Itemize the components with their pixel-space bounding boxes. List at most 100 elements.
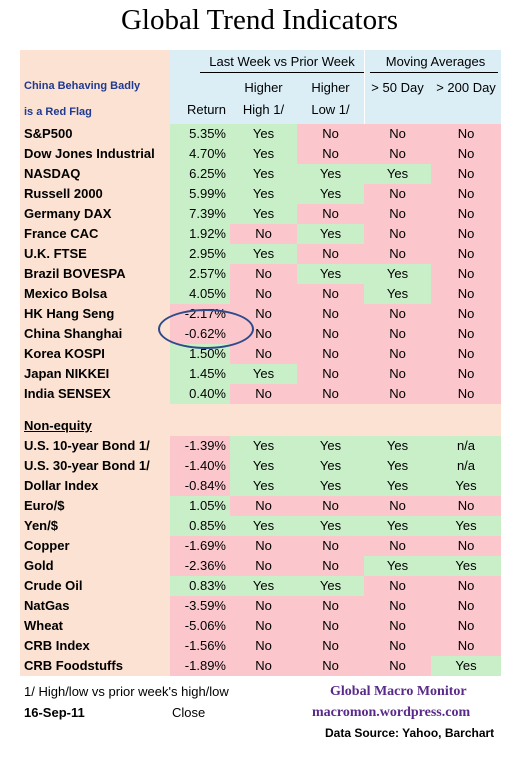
higher-low-cell: No — [297, 596, 364, 616]
table-row: HK Hang Seng -2.17% No No No No — [20, 304, 501, 324]
return-cell: 0.40% — [170, 384, 230, 404]
return-cell: 7.39% — [170, 204, 230, 224]
higher-high-cell: Yes — [230, 164, 297, 184]
above-200day-cell: No — [431, 324, 501, 344]
site-label[interactable]: macromon.wordpress.com — [312, 705, 471, 720]
higher-low-cell: Yes — [297, 456, 364, 476]
higher-high-cell: Yes — [230, 436, 297, 456]
table-row: France CAC 1.92% No Yes No No — [20, 224, 501, 244]
return-cell: 4.70% — [170, 144, 230, 164]
higher-low-cell: Yes — [297, 164, 364, 184]
row-name: Crude Oil — [20, 576, 170, 596]
col-high-header-2: High 1/ — [242, 102, 285, 117]
above-200day-cell: No — [431, 344, 501, 364]
above-50day-cell: No — [364, 344, 431, 364]
return-cell: -1.56% — [170, 636, 230, 656]
higher-high-cell: Yes — [230, 364, 297, 384]
higher-low-cell: No — [297, 536, 364, 556]
row-name: HK Hang Seng — [20, 304, 170, 324]
note-line-2: is a Red Flag — [24, 106, 92, 118]
above-200day-cell: No — [431, 264, 501, 284]
higher-high-cell: No — [230, 496, 297, 516]
above-200day-cell: No — [431, 224, 501, 244]
above-50day-cell: Yes — [364, 436, 431, 456]
table-header: China Behaving Badly is a Red Flag Last … — [20, 50, 501, 124]
higher-low-cell: No — [297, 556, 364, 576]
row-name: Yen/$ — [20, 516, 170, 536]
return-cell: 1.92% — [170, 224, 230, 244]
higher-high-cell: Yes — [230, 576, 297, 596]
table-row: China Shanghai -0.62% No No No No — [20, 324, 501, 344]
return-cell: -2.36% — [170, 556, 230, 576]
row-name: Gold — [20, 556, 170, 576]
table-row: U.K. FTSE 2.95% Yes No No No — [20, 244, 501, 264]
group-last-week-underline — [200, 72, 364, 73]
higher-high-cell: No — [230, 344, 297, 364]
higher-high-cell: No — [230, 384, 297, 404]
col-low-header-2: Low 1/ — [311, 102, 350, 117]
above-50day-cell: No — [364, 616, 431, 636]
above-50day-cell: No — [364, 324, 431, 344]
higher-high-cell: No — [230, 284, 297, 304]
return-cell: 4.05% — [170, 284, 230, 304]
higher-high-cell: No — [230, 596, 297, 616]
higher-low-cell: No — [297, 244, 364, 264]
above-50day-cell: Yes — [364, 264, 431, 284]
section-label: Non-equity — [24, 418, 92, 433]
col-return-header: Return — [186, 102, 226, 117]
table-row: Copper -1.69% No No No No — [20, 536, 501, 556]
above-50day-cell: No — [364, 496, 431, 516]
higher-high-cell: No — [230, 224, 297, 244]
higher-low-cell: No — [297, 344, 364, 364]
above-200day-cell: Yes — [431, 516, 501, 536]
row-name: CRB Index — [20, 636, 170, 656]
higher-low-cell: No — [297, 144, 364, 164]
row-name: Brazil BOVESPA — [20, 264, 170, 284]
return-cell: 2.95% — [170, 244, 230, 264]
higher-high-cell: Yes — [230, 476, 297, 496]
higher-high-cell: Yes — [230, 184, 297, 204]
return-cell: -0.84% — [170, 476, 230, 496]
row-name: Japan NIKKEI — [20, 364, 170, 384]
col-high-header-1: Higher — [244, 80, 283, 95]
table-row: Mexico Bolsa 4.05% No No Yes No — [20, 284, 501, 304]
header-divider — [364, 50, 365, 124]
row-name: Dow Jones Industrial — [20, 144, 170, 164]
higher-high-cell: No — [230, 556, 297, 576]
above-200day-cell: No — [431, 144, 501, 164]
higher-high-cell: Yes — [230, 456, 297, 476]
above-200day-cell: No — [431, 304, 501, 324]
return-cell: 5.35% — [170, 124, 230, 144]
above-50day-cell: Yes — [364, 164, 431, 184]
higher-low-cell: Yes — [297, 476, 364, 496]
above-50day-cell: Yes — [364, 476, 431, 496]
above-50day-cell: No — [364, 656, 431, 676]
higher-low-cell: No — [297, 616, 364, 636]
return-cell: 1.45% — [170, 364, 230, 384]
above-200day-cell: No — [431, 244, 501, 264]
note-line-1: China Behaving Badly — [24, 80, 141, 92]
higher-low-cell: No — [297, 636, 364, 656]
table-row: NatGas -3.59% No No No No — [20, 596, 501, 616]
return-cell: 0.85% — [170, 516, 230, 536]
table-row: Euro/$ 1.05% No No No No — [20, 496, 501, 516]
above-50day-cell: No — [364, 576, 431, 596]
table-body: S&P500 5.35% Yes No No No Dow Jones Industrial… — [20, 124, 501, 676]
return-cell: 2.57% — [170, 264, 230, 284]
table-row: CRB Index -1.56% No No No No — [20, 636, 501, 656]
row-name: Dollar Index — [20, 476, 170, 496]
above-200day-cell: No — [431, 596, 501, 616]
table-row: NASDAQ 6.25% Yes Yes Yes No — [20, 164, 501, 184]
row-name: CRB Foodstuffs — [20, 656, 170, 676]
above-200day-cell: No — [431, 124, 501, 144]
row-name: Copper — [20, 536, 170, 556]
above-50day-cell: Yes — [364, 556, 431, 576]
source-label: Data Source: Yahoo, Barchart — [325, 726, 495, 740]
higher-high-cell: Yes — [230, 244, 297, 264]
row-name: Euro/$ — [20, 496, 170, 516]
higher-low-cell: No — [297, 324, 364, 344]
higher-low-cell: No — [297, 304, 364, 324]
date-label: 16-Sep-11 — [24, 705, 85, 720]
col-50day-header: > 50 Day — [371, 80, 424, 95]
above-50day-cell: No — [364, 244, 431, 264]
